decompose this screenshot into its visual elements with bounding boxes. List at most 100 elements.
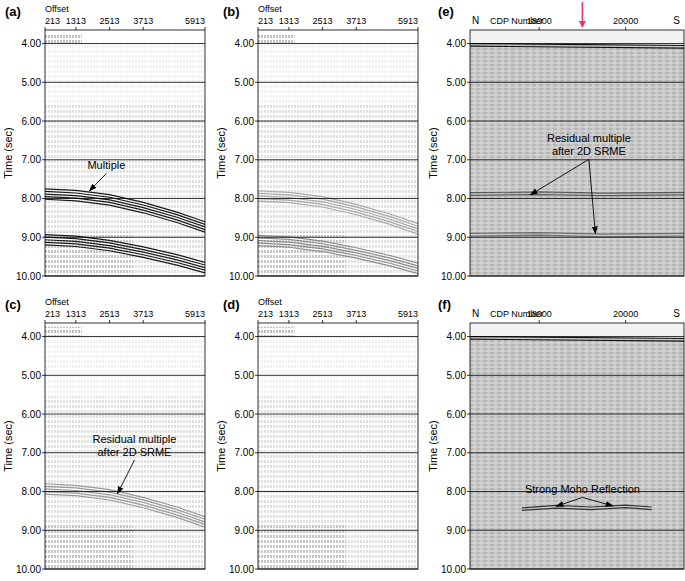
y-tick xyxy=(467,237,470,238)
grid-line xyxy=(45,491,205,492)
y-tick xyxy=(467,452,470,453)
x-tick-label: 20000 xyxy=(613,309,638,319)
x-tick-label: 1313 xyxy=(66,309,86,319)
event-band xyxy=(470,235,684,237)
grid-line xyxy=(258,43,418,44)
y-tick-label: 6.00 xyxy=(22,409,42,420)
grid-line xyxy=(258,237,418,238)
traces xyxy=(45,335,205,569)
y-tick xyxy=(42,414,45,415)
traces xyxy=(45,104,205,276)
event-band xyxy=(258,193,418,226)
y-tick-label: 10.00 xyxy=(441,271,466,282)
y-axis-label: Time (sec) xyxy=(2,127,14,179)
y-tick-label: 7.00 xyxy=(235,447,255,458)
y-tick-label: 6.00 xyxy=(235,116,255,127)
y-tick-label: 9.00 xyxy=(447,232,467,243)
event-band xyxy=(45,191,205,224)
traces xyxy=(258,104,418,276)
event-band xyxy=(522,508,652,511)
y-tick-label: 6.00 xyxy=(235,409,255,420)
y-axis-label: Time (sec) xyxy=(427,127,439,179)
traces xyxy=(258,525,346,569)
events xyxy=(258,191,418,274)
panel-label: (a) xyxy=(5,4,21,19)
annotation-arrow xyxy=(589,159,595,233)
y-tick-label: 8.00 xyxy=(22,193,42,204)
grid-line xyxy=(45,198,205,199)
event xyxy=(45,484,205,517)
grid-line xyxy=(45,237,205,238)
y-tick xyxy=(42,198,45,199)
event xyxy=(45,235,205,263)
grid-line xyxy=(45,530,205,531)
y-tick-label: 9.00 xyxy=(447,525,467,536)
x-tick xyxy=(75,320,76,323)
y-tick-label: 5.00 xyxy=(22,77,42,88)
y-tick-label: 5.00 xyxy=(447,77,467,88)
y-tick xyxy=(255,237,258,238)
y-tick-label: 7.00 xyxy=(447,447,467,458)
side-label: N xyxy=(472,15,479,26)
y-axis-label: Time (sec) xyxy=(2,420,14,472)
event-band xyxy=(45,486,205,519)
x-axis-label: Offset xyxy=(45,297,69,307)
grid-line xyxy=(470,375,684,376)
y-tick xyxy=(255,198,258,199)
panel: 4.005.006.007.008.009.0010.00Time (sec)2… xyxy=(215,4,418,282)
y-tick xyxy=(255,491,258,492)
plot-bg xyxy=(45,30,205,276)
x-tick xyxy=(258,27,259,30)
y-tick xyxy=(255,43,258,44)
plot-frame xyxy=(470,323,684,569)
y-tick xyxy=(42,569,45,570)
y-tick-label: 6.00 xyxy=(447,409,467,420)
x-tick xyxy=(143,27,144,30)
y-tick xyxy=(467,414,470,415)
x-axis-label: CDP Number xyxy=(490,309,543,319)
events xyxy=(45,484,205,527)
plot-frame xyxy=(470,30,684,276)
y-tick xyxy=(255,82,258,83)
x-axis-label: Offset xyxy=(258,297,282,307)
traces xyxy=(45,525,133,569)
x-tick-label: 213 xyxy=(45,16,60,26)
y-tick xyxy=(42,43,45,44)
x-tick xyxy=(288,27,289,30)
y-tick-label: 5.00 xyxy=(447,370,467,381)
y-tick xyxy=(255,452,258,453)
y-tick-label: 8.00 xyxy=(235,486,255,497)
highlight-head xyxy=(579,21,586,28)
side-label: S xyxy=(673,15,680,26)
event xyxy=(522,505,652,508)
y-tick-label: 9.00 xyxy=(235,232,255,243)
y-tick xyxy=(467,276,470,277)
x-tick xyxy=(45,320,46,323)
y-tick-label: 5.00 xyxy=(235,370,255,381)
event-band xyxy=(45,237,205,265)
annotation: Strong Moho Reflection xyxy=(525,483,640,495)
direct-wave xyxy=(45,34,82,44)
plot-frame xyxy=(258,323,418,569)
y-tick-label: 8.00 xyxy=(447,193,467,204)
y-tick xyxy=(42,336,45,337)
x-tick-label: 5913 xyxy=(398,309,418,319)
traces xyxy=(258,42,418,276)
y-tick xyxy=(42,375,45,376)
direct-wave xyxy=(258,327,295,337)
x-tick xyxy=(625,320,626,323)
y-tick xyxy=(467,569,470,570)
x-tick xyxy=(143,320,144,323)
event xyxy=(258,191,418,224)
grid-line xyxy=(258,121,418,122)
x-tick xyxy=(205,27,206,30)
annotation: after 2D SRME xyxy=(552,145,626,157)
grid-line xyxy=(45,375,205,376)
grid-line xyxy=(45,121,205,122)
x-tick xyxy=(322,320,323,323)
y-tick xyxy=(255,569,258,570)
event-band xyxy=(45,489,205,522)
x-tick xyxy=(288,320,289,323)
y-tick-label: 5.00 xyxy=(22,370,42,381)
y-tick xyxy=(42,491,45,492)
